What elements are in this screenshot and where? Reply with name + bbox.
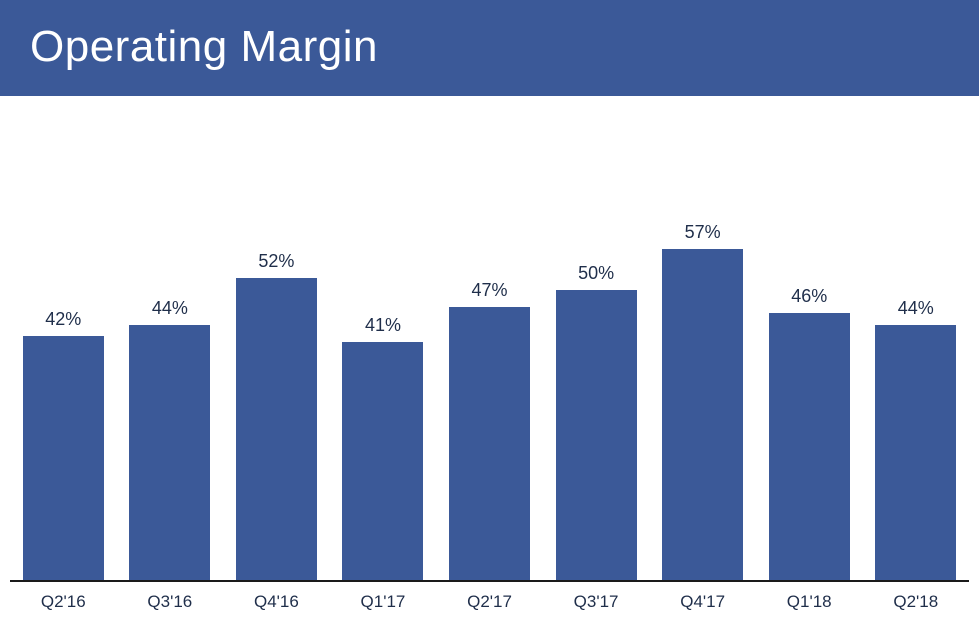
bar-slot: 57% [649,116,756,580]
x-axis-label: Q3'16 [117,592,224,612]
bar-value-label: 50% [578,263,614,284]
bar-value-label: 47% [472,280,508,301]
bar-slot: 52% [223,116,330,580]
x-axis-label: Q1'18 [756,592,863,612]
x-axis-label: Q3'17 [543,592,650,612]
slide: Operating Margin 42% 44% 52% 41% 47% 50% 57% 46… [0,0,979,618]
bar [129,325,210,580]
bars-row: 42% 44% 52% 41% 47% 50% 57% 46% 44% [10,116,969,582]
bar-value-label: 41% [365,315,401,336]
bar [342,342,423,580]
bar [662,249,743,580]
x-axis-label: Q1'17 [330,592,437,612]
bar-chart: 42%44%52%41%47%50%57%46%44% Q2'16Q3'16Q4… [10,116,969,618]
x-axis-label: Q2'18 [863,592,970,612]
bar [23,336,104,580]
bar-slot: 47% [436,116,543,580]
slide-title: Operating Margin [30,22,949,72]
bar-value-label: 44% [152,298,188,319]
bar [875,325,956,580]
bar-slot: 42% [10,116,117,580]
bar [556,290,637,580]
x-axis-label: Q2'17 [436,592,543,612]
bar [769,313,850,580]
bar-slot: 41% [330,116,437,580]
chart-area: 42%44%52%41%47%50%57%46%44% Q2'16Q3'16Q4… [0,96,979,618]
x-axis-labels: Q2'16Q3'16Q4'16Q1'17Q2'17Q3'17Q4'17Q1'18… [10,584,969,618]
bar-slot: 44% [117,116,224,580]
x-axis-label: Q4'17 [649,592,756,612]
bar [236,278,317,580]
bar-value-label: 42% [45,309,81,330]
x-axis-label: Q2'16 [10,592,117,612]
bar-slot: 44% [863,116,970,580]
bar-slot: 46% [756,116,863,580]
title-bar: Operating Margin [0,0,979,96]
bar-slot: 50% [543,116,650,580]
bar-value-label: 44% [898,298,934,319]
bar-value-label: 57% [685,222,721,243]
bar-value-label: 46% [791,286,827,307]
x-axis-label: Q4'16 [223,592,330,612]
bar [449,307,530,580]
bar-value-label: 52% [258,251,294,272]
